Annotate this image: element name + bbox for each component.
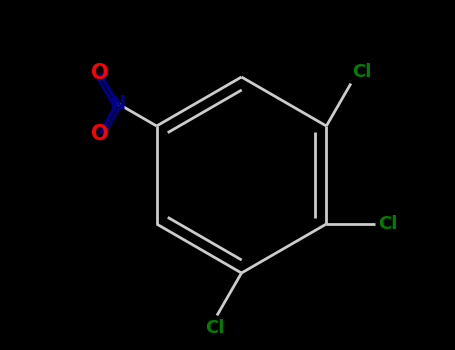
Text: O: O bbox=[91, 63, 109, 83]
Text: Cl: Cl bbox=[378, 215, 398, 233]
Text: O: O bbox=[91, 124, 109, 144]
Text: Cl: Cl bbox=[353, 63, 372, 81]
Text: Cl: Cl bbox=[206, 319, 225, 337]
Text: N: N bbox=[109, 94, 125, 113]
